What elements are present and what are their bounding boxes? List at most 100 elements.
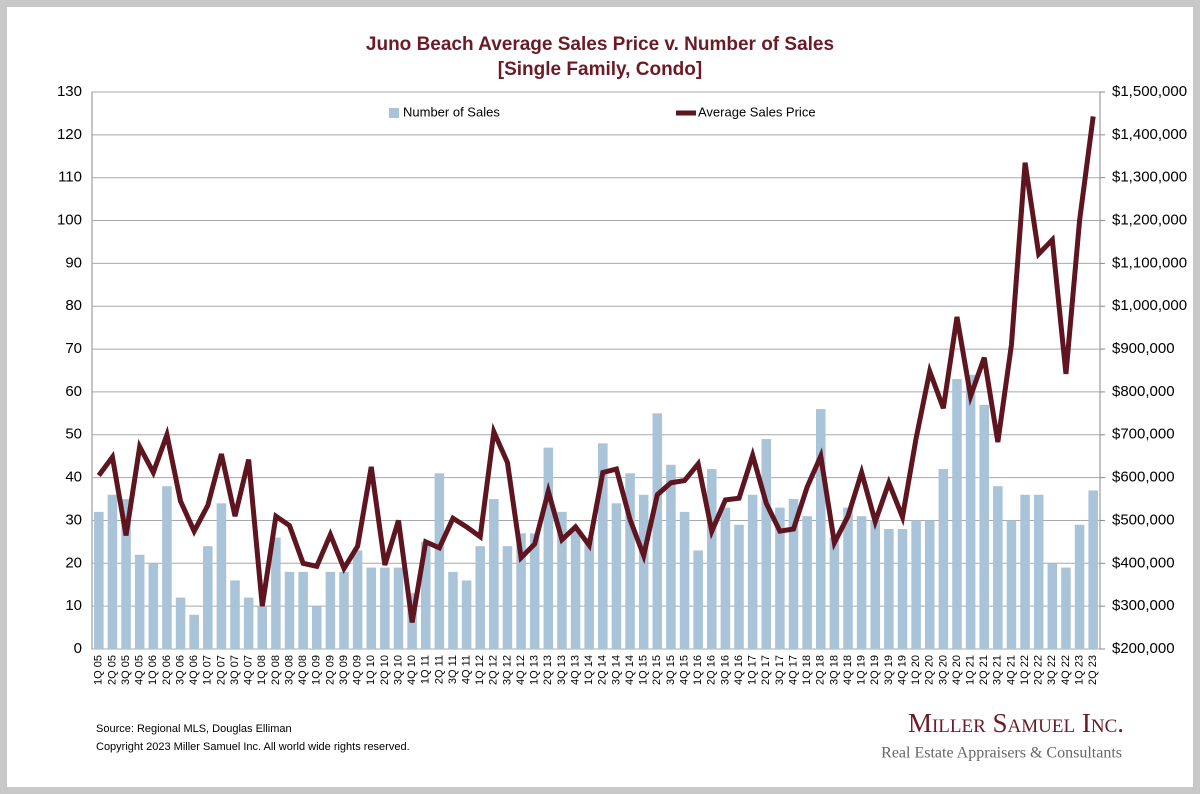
bar — [829, 537, 840, 649]
bar — [148, 563, 159, 649]
y-tick-label: 10 — [65, 597, 82, 614]
bar — [720, 507, 731, 649]
bar — [325, 571, 336, 649]
x-tick-label: 3Q 06 — [174, 655, 186, 685]
x-tick-label: 2Q 10 — [379, 655, 391, 685]
bar — [843, 507, 853, 649]
bar — [734, 524, 744, 649]
x-tick-label: 3Q 17 — [774, 655, 786, 685]
x-tick-label: 1Q 16 — [692, 655, 704, 685]
x-tick-label: 1Q 23 — [1073, 655, 1085, 685]
bar — [162, 486, 172, 649]
bar — [352, 550, 363, 649]
y2-tick-label: $1,200,000 — [1112, 212, 1187, 229]
logo-tagline: Real Estate Appraisers & Consultants — [881, 745, 1122, 762]
x-tick-label: 2Q 08 — [270, 655, 282, 685]
x-tick-label: 3Q 18 — [828, 655, 840, 685]
x-tick-label: 1Q 05 — [93, 655, 105, 685]
bar — [557, 511, 567, 649]
x-tick-label: 1Q 14 — [583, 655, 595, 685]
x-tick-label: 2Q 20 — [924, 655, 936, 685]
x-tick-label: 3Q 19 — [883, 655, 895, 685]
chart-subtitle: [Single Family, Condo] — [498, 59, 702, 80]
x-tick-label: 2Q 23 — [1087, 655, 1099, 685]
x-tick-label: 1Q 06 — [147, 655, 159, 685]
bar — [284, 571, 295, 649]
copyright: Copyright 2023 Miller Samuel Inc. All wo… — [96, 741, 410, 753]
bar — [1006, 520, 1017, 649]
x-tick-label: 4Q 19 — [896, 655, 908, 685]
x-tick-label: 4Q 11 — [461, 655, 473, 684]
bar — [475, 546, 485, 649]
y-tick-label: 80 — [65, 297, 82, 314]
y-tick-label: 100 — [57, 212, 82, 229]
x-tick-label: 4Q 17 — [787, 655, 799, 685]
y2-tick-label: $600,000 — [1112, 469, 1175, 486]
x-tick-label: 1Q 19 — [856, 655, 868, 685]
x-tick-label: 1Q 13 — [529, 655, 541, 685]
x-tick-label: 4Q 07 — [243, 655, 255, 685]
x-tick-label: 4Q 18 — [842, 655, 854, 685]
bar — [938, 469, 949, 649]
bar — [230, 580, 240, 649]
bar — [448, 571, 458, 649]
y-tick-label: 130 — [57, 83, 82, 100]
x-tick-label: 3Q 16 — [719, 655, 731, 685]
bar — [311, 606, 322, 649]
bar — [516, 533, 526, 649]
y-tick-label: 50 — [65, 426, 82, 443]
x-tick-label: 1Q 07 — [202, 655, 214, 685]
bar — [1061, 567, 1071, 649]
x-tick-label: 1Q 22 — [1019, 655, 1031, 685]
x-tick-label: 3Q 14 — [610, 655, 622, 685]
bar — [1047, 563, 1058, 649]
bar — [965, 374, 976, 649]
bar — [502, 546, 513, 649]
x-tick-label: 4Q 21 — [1005, 655, 1017, 685]
source: Source: Regional MLS, Douglas Elliman — [96, 723, 292, 735]
x-tick-label: 3Q 20 — [937, 655, 949, 685]
x-tick-label: 3Q 07 — [229, 655, 241, 685]
x-tick-label: 2Q 11 — [433, 655, 445, 684]
bar — [1088, 490, 1098, 649]
bar — [598, 443, 608, 649]
y-tick-label: 0 — [74, 640, 82, 657]
y-tick-label: 110 — [58, 169, 82, 186]
bar — [979, 404, 989, 649]
bar — [420, 541, 431, 649]
x-tick-label: 4Q 10 — [406, 655, 418, 685]
x-tick-label: 2Q 16 — [706, 655, 718, 685]
bar — [257, 606, 268, 649]
bar — [298, 571, 308, 649]
x-tick-label: 3Q 08 — [283, 655, 295, 685]
bar — [121, 499, 131, 649]
x-tick-label: 4Q 13 — [569, 655, 581, 685]
bar — [271, 537, 281, 649]
x-tick-label: 4Q 22 — [1060, 655, 1072, 685]
bar — [339, 571, 349, 649]
x-tick-label: 4Q 15 — [678, 655, 690, 685]
y2-tick-label: $500,000 — [1112, 511, 1175, 528]
y2-tick-label: $1,000,000 — [1112, 297, 1187, 314]
bar — [884, 529, 894, 649]
x-tick-label: 2Q 14 — [597, 655, 609, 685]
x-tick-label: 2Q 19 — [869, 655, 881, 685]
y2-tick-label: $800,000 — [1112, 383, 1175, 400]
y-tick-label: 60 — [65, 383, 82, 400]
bar — [94, 511, 104, 649]
x-tick-label: 1Q 17 — [747, 655, 759, 685]
bar — [189, 614, 199, 649]
bar — [489, 499, 499, 649]
x-tick-label: 4Q 12 — [515, 655, 527, 685]
x-tick-label: 1Q 21 — [965, 655, 977, 685]
x-tick-label: 2Q 22 — [1033, 655, 1045, 685]
bar — [107, 494, 118, 649]
legend-label: Average Sales Price — [698, 104, 816, 119]
y2-tick-label: $1,400,000 — [1112, 126, 1187, 143]
x-tick-label: 1Q 10 — [365, 655, 377, 685]
bar — [134, 554, 145, 649]
chart-title: Juno Beach Average Sales Price v. Number… — [366, 34, 834, 55]
x-tick-label: 4Q 05 — [134, 655, 146, 685]
x-tick-label: 2Q 07 — [215, 655, 227, 685]
bar — [747, 494, 758, 649]
